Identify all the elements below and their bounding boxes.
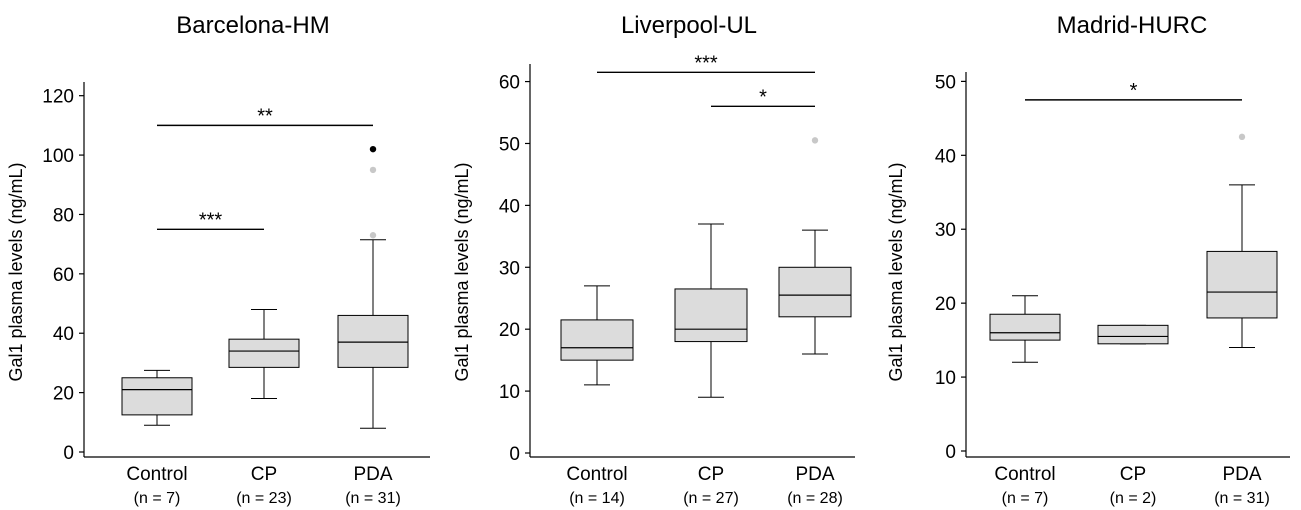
iqr-box <box>1206 250 1278 319</box>
sample-size-label: (n = 7) <box>134 490 181 507</box>
outlier-point <box>811 137 819 144</box>
iqr-box <box>674 288 748 343</box>
y-axis-label: Gal1 plasma levels (ng/mL) <box>886 162 906 381</box>
y-tick-label: 40 <box>935 146 956 167</box>
y-tick-label: 40 <box>53 324 74 345</box>
box-plot-cp <box>228 308 300 400</box>
chart-title: Madrid-HURC <box>1057 12 1208 39</box>
y-tick-label: 20 <box>499 320 520 341</box>
x-category-label: PDA <box>353 464 392 485</box>
y-tick-label: 10 <box>935 368 956 389</box>
outlier-point <box>1238 133 1246 141</box>
sample-size-label: (n = 31) <box>345 490 401 507</box>
x-category-label: CP <box>698 464 724 485</box>
y-tick-label: 0 <box>509 444 520 465</box>
significance-label: * <box>1130 80 1138 102</box>
iqr-box <box>989 313 1061 341</box>
y-axis-label: Gal1 plasma levels (ng/mL) <box>6 162 26 381</box>
x-category-label: Control <box>566 464 627 485</box>
significance-label: ** <box>257 105 273 127</box>
sample-size-label: (n = 2) <box>1110 490 1157 507</box>
box-plot-cp <box>1097 324 1169 345</box>
significance-label: *** <box>199 209 223 231</box>
box-plot-cp <box>674 223 748 398</box>
iqr-box <box>778 266 852 318</box>
y-tick-label: 30 <box>499 258 520 279</box>
y-tick-label: 100 <box>42 146 74 167</box>
sample-size-label: (n = 14) <box>569 490 625 507</box>
iqr-box <box>1097 324 1169 345</box>
x-category-label: PDA <box>795 464 834 485</box>
sample-size-label: (n = 7) <box>1002 490 1049 507</box>
y-tick-label: 60 <box>499 73 520 94</box>
iqr-box <box>121 377 193 416</box>
y-tick-label: 0 <box>945 442 956 463</box>
box-plot-control <box>560 285 634 386</box>
box-plot-pda <box>1206 133 1278 349</box>
x-category-label: PDA <box>1222 464 1261 485</box>
iqr-box <box>560 319 634 361</box>
x-category-label: Control <box>126 464 187 485</box>
chart-title: Barcelona-HM <box>176 12 329 39</box>
panel-1: Liverpool-UL Gal1 plasma levels (ng/mL) 0 1… <box>452 12 855 507</box>
y-tick-label: 20 <box>53 384 74 405</box>
significance-label: * <box>759 86 767 108</box>
y-tick-label: 60 <box>53 265 74 286</box>
chart-title: Liverpool-UL <box>621 12 757 39</box>
x-category-label: Control <box>994 464 1055 485</box>
sample-size-label: (n = 23) <box>236 490 292 507</box>
y-tick-label: 50 <box>935 72 956 93</box>
y-tick-label: 80 <box>53 205 74 226</box>
panel-0: Barcelona-HM Gal1 plasma levels (ng/mL) 0 2… <box>6 12 430 507</box>
significance-label: *** <box>694 52 718 74</box>
y-tick-label: 20 <box>935 294 956 315</box>
box-plot-pda <box>778 137 852 355</box>
y-tick-label: 30 <box>935 220 956 241</box>
y-tick-label: 0 <box>63 443 74 464</box>
box-plot-pda <box>337 145 409 429</box>
box-plot-control <box>989 295 1061 363</box>
panel-2: Madrid-HURC Gal1 plasma levels (ng/mL) 0 10… <box>886 12 1290 507</box>
sample-size-label: (n = 31) <box>1214 490 1270 507</box>
outlier-point <box>369 166 377 174</box>
x-category-label: CP <box>251 464 277 485</box>
iqr-box <box>228 338 300 368</box>
y-tick-label: 120 <box>42 87 74 108</box>
x-category-label: CP <box>1120 464 1146 485</box>
sample-size-label: (n = 27) <box>683 490 739 507</box>
iqr-box <box>337 314 409 368</box>
y-tick-label: 50 <box>499 134 520 155</box>
y-tick-label: 10 <box>499 382 520 403</box>
sample-size-label: (n = 28) <box>787 490 843 507</box>
outlier-point <box>369 145 377 153</box>
box-plot-control <box>121 369 193 426</box>
y-tick-label: 40 <box>499 196 520 217</box>
y-axis-label: Gal1 plasma levels (ng/mL) <box>452 162 472 381</box>
outlier-point <box>369 232 377 239</box>
